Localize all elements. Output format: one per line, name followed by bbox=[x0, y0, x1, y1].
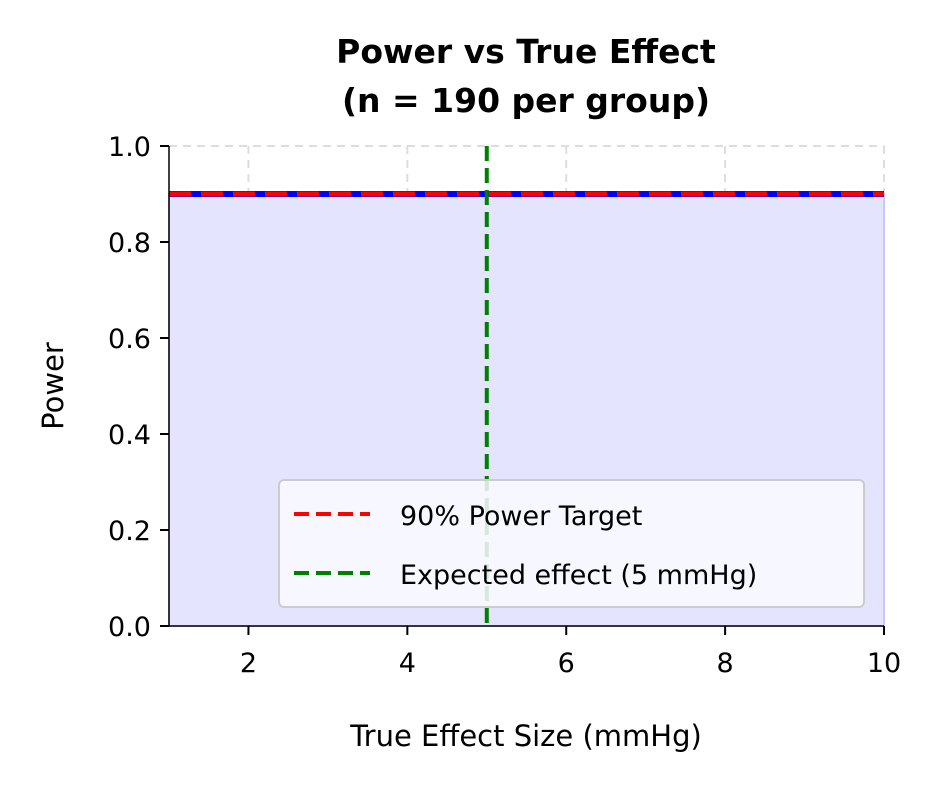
y-tick-label: 0.4 bbox=[108, 420, 151, 451]
legend-label-target: 90% Power Target bbox=[400, 501, 642, 532]
y-tick-label: 1.0 bbox=[108, 132, 151, 163]
chart-title-line2: (n = 190 per group) bbox=[342, 81, 710, 120]
y-axis-label: Power bbox=[36, 342, 70, 430]
x-tick-label: 10 bbox=[867, 648, 901, 679]
legend-label-expected: Expected effect (5 mmHg) bbox=[400, 560, 757, 591]
y-tick-label: 0.2 bbox=[108, 516, 151, 547]
x-tick-label: 2 bbox=[240, 648, 257, 679]
legend: 90% Power Target Expected effect (5 mmHg… bbox=[278, 479, 865, 608]
legend-box bbox=[278, 479, 865, 608]
x-tick-label: 6 bbox=[558, 648, 575, 679]
y-tick-label: 0.6 bbox=[108, 324, 151, 355]
x-tick-label: 8 bbox=[717, 648, 734, 679]
y-tick-label: 0.8 bbox=[108, 228, 151, 259]
x-axis-label: True Effect Size (mmHg) bbox=[349, 719, 702, 753]
y-tick-label: 0.0 bbox=[108, 612, 151, 643]
chart-title-line1: Power vs True Effect bbox=[336, 32, 716, 71]
x-tick-label: 4 bbox=[399, 648, 416, 679]
